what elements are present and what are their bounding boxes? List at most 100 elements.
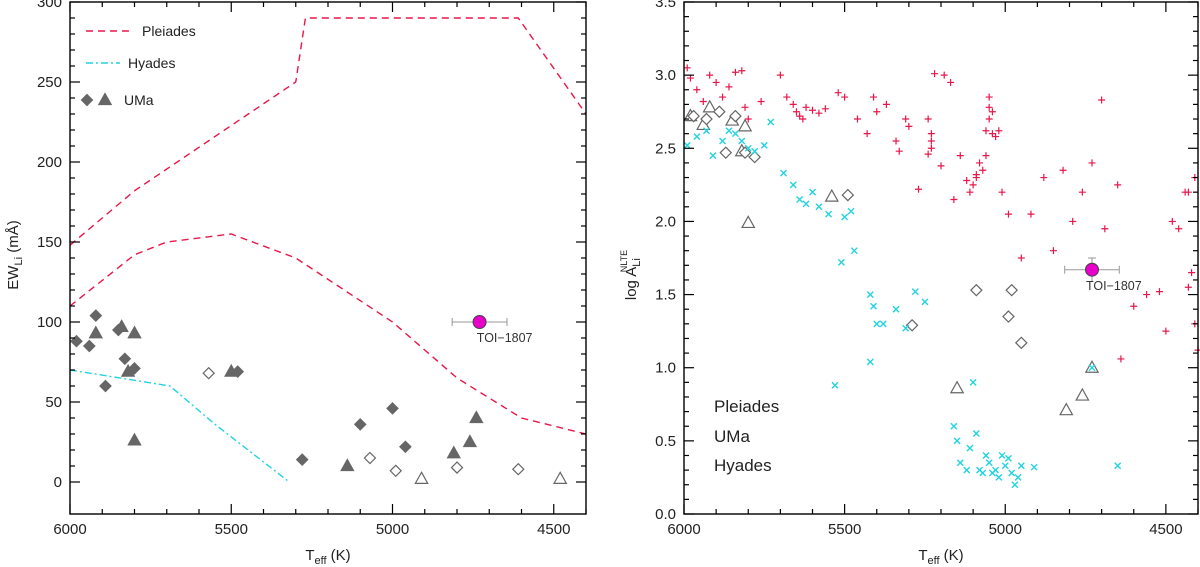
data-point	[866, 291, 874, 299]
x-axis-unit: (K)	[940, 547, 964, 564]
annotation-label: TOI−1807	[1086, 279, 1142, 293]
data-points	[70, 309, 568, 484]
data-point	[738, 67, 746, 75]
data-point	[719, 93, 727, 101]
data-point	[950, 422, 958, 430]
series-uma	[687, 105, 1028, 350]
data-point	[956, 459, 964, 467]
y-axis-subscript: Li	[13, 257, 25, 266]
data-point	[706, 71, 714, 79]
data-point	[873, 108, 881, 116]
data-point	[1017, 462, 1025, 470]
data-point	[127, 325, 142, 339]
x-axis-title: Teff (K)	[305, 547, 350, 567]
data-point	[719, 137, 727, 145]
data-point	[905, 318, 919, 332]
y-tick-label: 50	[45, 394, 62, 411]
data-point	[911, 288, 919, 296]
data-point	[969, 378, 977, 386]
x-tick-label: 4500	[1149, 521, 1182, 538]
series-toi-1807	[1064, 257, 1120, 282]
data-point	[783, 93, 791, 101]
data-point	[895, 147, 903, 155]
data-point	[1078, 188, 1086, 196]
y-tick-label: 2.0	[655, 213, 676, 230]
data-point	[882, 100, 890, 108]
data-point	[1114, 181, 1122, 189]
data-point	[992, 466, 1000, 474]
y-axis-subscript: Li	[631, 258, 643, 267]
data-point	[70, 334, 83, 348]
legend: Pleiades Hyades UMa	[80, 23, 196, 108]
data-point	[924, 115, 932, 123]
data-point	[995, 473, 1003, 481]
legend-label-hyades: Hyades	[714, 456, 772, 475]
data-point	[921, 298, 929, 306]
y-tick-label: 2.5	[655, 140, 676, 157]
data-point	[937, 162, 945, 170]
data-point	[841, 188, 855, 202]
data-point	[760, 141, 768, 149]
data-point	[802, 103, 810, 111]
data-point	[1001, 462, 1009, 470]
data-point	[927, 130, 935, 138]
data-point	[1162, 327, 1170, 335]
data-point	[731, 68, 739, 76]
y-tick-label: 300	[37, 0, 62, 11]
log-ali-panel: TOI−1807 6000 5500 5000 4500 0.0 0.5 1.0 1.5 2.0…	[619, 0, 1200, 567]
data-point	[712, 105, 726, 119]
data-point	[802, 200, 810, 208]
data-point	[702, 99, 717, 113]
y-tick-label: 0	[54, 474, 62, 491]
data-point	[892, 137, 900, 145]
data-point	[1030, 463, 1038, 471]
data-point	[1143, 291, 1151, 299]
data-point	[966, 444, 974, 452]
data-point	[789, 100, 797, 108]
reference-curves	[69, 17, 587, 483]
data-point	[719, 146, 733, 160]
data-point	[834, 89, 842, 97]
plot-frame	[683, 1, 1199, 515]
data-point	[863, 130, 871, 138]
axes: 6000 5500 5000 4500 0.0 0.5 1.0 1.5 2.0 2.5 3.0 3.5…	[619, 0, 1199, 567]
data-point	[953, 437, 961, 445]
data-point	[224, 363, 239, 377]
data-point	[1075, 387, 1090, 401]
data-point	[799, 115, 807, 123]
data-point	[809, 106, 816, 114]
legend-swatch-uma-diamond	[80, 93, 94, 107]
curve-hyades	[69, 369, 290, 483]
data-point	[709, 152, 717, 160]
legend-label-hyades: Hyades	[128, 55, 175, 71]
data-point	[751, 147, 759, 155]
legend-label-pleiades: Pleiades	[714, 397, 779, 416]
ew-li-panel: TOI−1807 6000 5500 5000 4500 0 50 100 150 200 250…	[5, 0, 587, 567]
data-point	[1117, 355, 1125, 363]
data-point	[472, 315, 487, 329]
y-axis-symbol: EW	[5, 265, 22, 290]
data-point	[741, 215, 756, 229]
y-tick-label: 3.0	[655, 67, 676, 84]
series-pleiades	[683, 64, 1200, 363]
data-point	[966, 188, 974, 196]
data-point	[841, 213, 849, 221]
data-point	[744, 144, 752, 152]
data-point	[979, 469, 987, 477]
data-point	[399, 440, 412, 454]
data-point	[927, 137, 935, 145]
x-axis-subscript: eff	[927, 555, 940, 567]
x-tick-label: 6000	[667, 521, 700, 538]
data-point	[969, 283, 983, 297]
data-point	[1014, 473, 1022, 481]
y-tick-label: 150	[37, 234, 62, 251]
data-point	[363, 451, 377, 465]
data-point	[737, 118, 753, 132]
data-point	[831, 381, 839, 389]
series-uma	[88, 319, 484, 472]
data-point	[825, 210, 833, 218]
data-point	[870, 93, 878, 101]
data-point	[744, 115, 752, 123]
data-point	[976, 159, 984, 167]
data-point	[995, 127, 1003, 135]
